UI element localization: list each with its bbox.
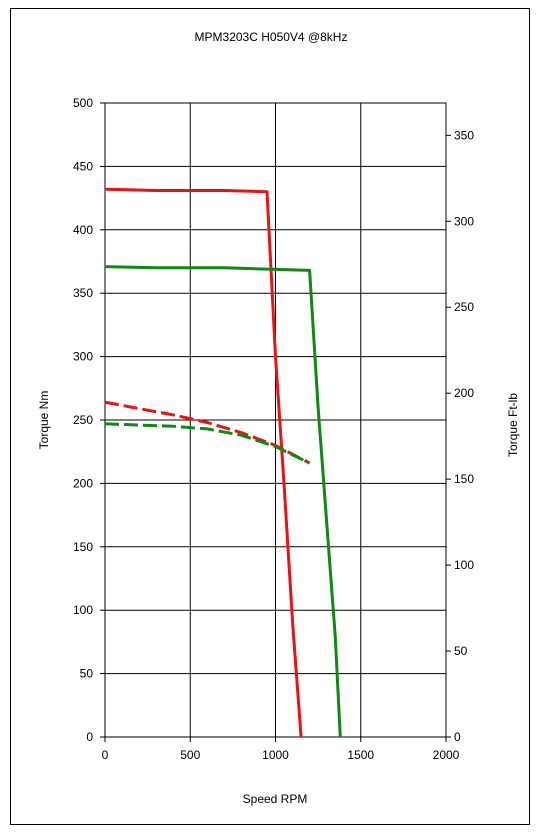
y2-tick-label-7: 350 [454,128,474,142]
x-tick-label-3: 1500 [347,748,374,762]
y2-tick-label-4: 200 [454,386,474,400]
series-group [104,187,342,738]
y2-tick-label-0: 0 [454,730,461,744]
x-tick-label-2: 1000 [262,748,289,762]
chart-frame [10,8,530,825]
series-line-4 [104,422,311,465]
y-tick-label-10: 500 [73,96,93,110]
y2-tick-label-1: 50 [454,644,468,658]
x-tick-label-1: 500 [180,748,200,762]
x-axis-ticks: 0 500 1000 1500 2000 [102,737,460,762]
y-tick-label-3: 150 [73,540,93,554]
y-tick-label-9: 450 [73,159,93,173]
y2-tick-label-3: 150 [454,472,474,486]
chart-title: MPM3203C H050V4 @8kHz [195,30,348,44]
y-tick-label-4: 200 [73,476,93,490]
series-line-1 [104,187,303,738]
x-tick-label-4: 2000 [433,748,460,762]
y-axis-label: Torque Nm [37,391,51,450]
y2-axis-ticks: 0 50 100 150 200 250 300 350 [446,128,474,744]
y-tick-label-2: 100 [73,603,93,617]
x-axis-label: Speed RPM [243,792,308,806]
y-axis-ticks: 0 50 100 150 200 250 300 350 400 450 500 [73,96,105,744]
y2-axis-label: Torque Ft-lb [506,393,520,457]
y-tick-label-8: 400 [73,223,93,237]
y2-tick-label-6: 300 [454,214,474,228]
y-tick-label-6: 300 [73,350,93,364]
y-tick-label-5: 250 [73,413,93,427]
y2-tick-label-2: 100 [454,558,474,572]
y2-tick-label-5: 250 [454,300,474,314]
grid [104,102,447,738]
series-line-2 [104,265,342,738]
x-tick-label-0: 0 [102,748,109,762]
y-tick-label-0: 0 [86,730,93,744]
y-tick-label-1: 50 [80,667,94,681]
y-tick-label-7: 350 [73,286,93,300]
